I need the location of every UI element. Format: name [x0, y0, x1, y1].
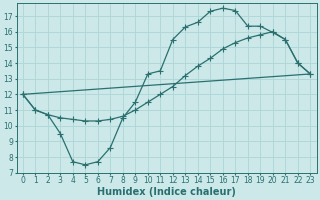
X-axis label: Humidex (Indice chaleur): Humidex (Indice chaleur) — [97, 187, 236, 197]
